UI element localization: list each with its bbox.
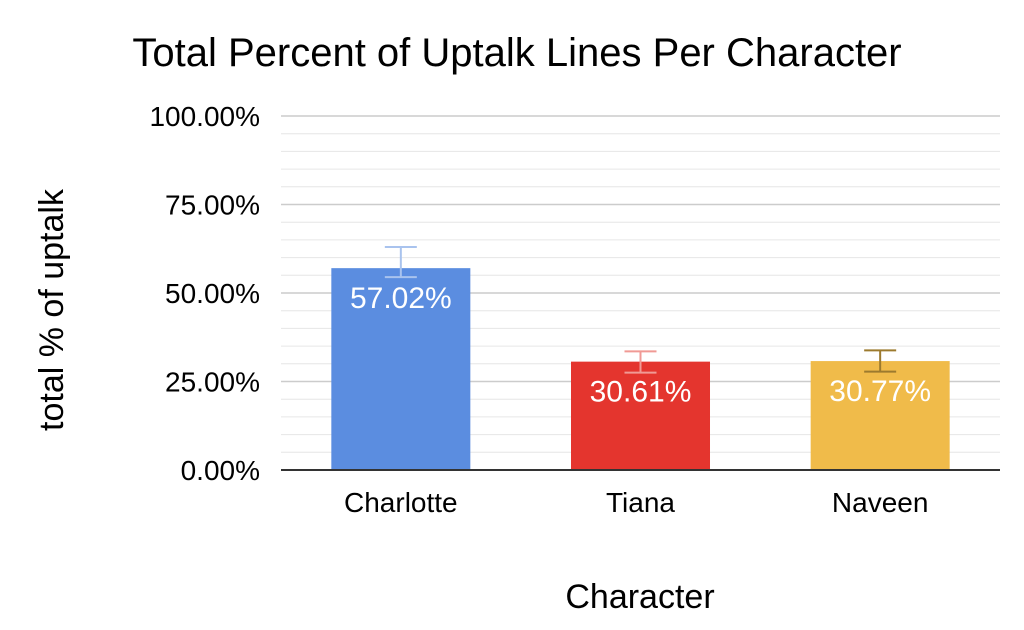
chart-title: Total Percent of Uptalk Lines Per Charac… (132, 31, 901, 75)
data-label: 30.61% (590, 376, 692, 409)
bars: 57.02% 30.61% 30.77% (331, 245, 950, 470)
y-axis-label: total % of uptalk (33, 188, 71, 431)
y-axis-ticks: 0.00% 25.00% 50.00% 75.00% 100.00% (149, 101, 260, 486)
data-label: 57.02% (350, 282, 452, 315)
x-tick-label: Charlotte (344, 487, 458, 518)
y-tick-label: 50.00% (165, 278, 260, 309)
y-tick-label: 100.00% (149, 101, 260, 132)
x-axis-ticks: Charlotte Tiana Naveen (344, 487, 928, 518)
y-tick-label: 25.00% (165, 367, 260, 398)
bar-charlotte (331, 268, 471, 470)
x-tick-label: Tiana (606, 487, 675, 518)
y-tick-label: 0.00% (181, 455, 260, 486)
x-axis-label: Character (565, 578, 714, 616)
data-label: 30.77% (829, 375, 931, 408)
y-tick-label: 75.00% (165, 190, 260, 221)
bar-tiana (570, 361, 711, 470)
bar-naveen (810, 361, 950, 470)
x-tick-label: Naveen (832, 487, 929, 518)
